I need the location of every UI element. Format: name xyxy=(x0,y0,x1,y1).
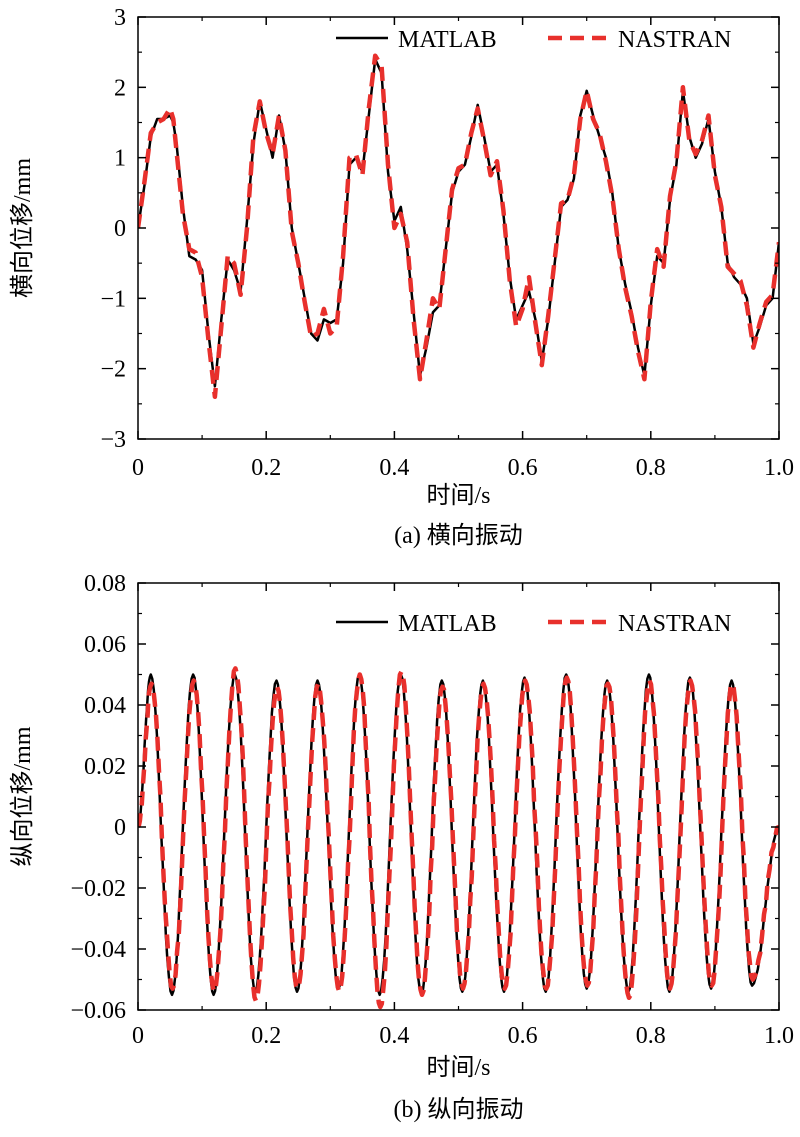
x-tick-label: 0.2 xyxy=(251,1023,281,1049)
x-tick-label: 0.4 xyxy=(379,455,409,481)
y-tick-label: 2 xyxy=(114,75,126,101)
y-tick-label: −0.06 xyxy=(70,998,126,1024)
panel-a-lateral-vibration: 0 0.2 0.4 0.6 0.8 1.0 3 2 1 0 −1 −2 −3 MATLAB NASTRA… xyxy=(9,5,794,549)
x-tick-label: 0 xyxy=(132,1023,144,1049)
y-tick-label: −0.04 xyxy=(70,937,126,963)
x-tick-label: 0.6 xyxy=(508,1023,538,1049)
x-tick-label: 0.6 xyxy=(508,455,538,481)
y-tick-label: 0.08 xyxy=(84,571,126,597)
x-tick-label: 0.4 xyxy=(379,1023,409,1049)
y-tick-label: 0 xyxy=(114,216,126,242)
y-tick-label: 3 xyxy=(114,5,126,31)
panel-a-series-layer xyxy=(138,53,779,400)
panel-b-y-axis-title: 纵向位移/mm xyxy=(9,726,36,866)
panel-b-series-nastran-line xyxy=(138,666,779,1010)
y-tick-label: 0.02 xyxy=(84,754,126,780)
x-tick-label: 0.8 xyxy=(636,1023,666,1049)
panel-a-x-axis-title: 时间/s xyxy=(426,482,490,509)
y-tick-label: −2 xyxy=(100,357,126,383)
y-tick-label: 1 xyxy=(114,146,126,172)
panel-b-longitudinal-vibration: 0 0.2 0.4 0.6 0.8 1.0 0.08 0.06 0.04 0.02 0 −0.02 −0… xyxy=(9,571,794,1123)
x-tick-label: 1.0 xyxy=(764,1023,794,1049)
panel-a-legend-matlab-label: MATLAB xyxy=(398,27,497,53)
panel-b-ticks: 0 0.2 0.4 0.6 0.8 1.0 0.08 0.06 0.04 0.02 0 −0.02 −0… xyxy=(70,571,794,1049)
x-tick-label: 0 xyxy=(132,455,144,481)
y-tick-label: 0.06 xyxy=(84,632,126,658)
panel-b-caption: (b) 纵向振动 xyxy=(394,1096,524,1123)
panel-a-ticks: 0 0.2 0.4 0.6 0.8 1.0 3 2 1 0 −1 −2 −3 xyxy=(100,5,794,481)
y-tick-label: −1 xyxy=(100,286,126,312)
panel-a-y-axis-title: 横向位移/mm xyxy=(9,158,36,298)
panel-a-caption: (a) 横向振动 xyxy=(394,522,523,549)
panel-a-series-nastran-line xyxy=(138,53,779,400)
panel-b-series-layer xyxy=(138,666,779,1010)
y-tick-label: −3 xyxy=(100,427,126,453)
panel-b-legend-nastran-label: NASTRAN xyxy=(618,611,731,637)
y-tick-label: 0 xyxy=(114,815,126,841)
panel-a-legend: MATLAB NASTRAN xyxy=(336,27,731,53)
panel-a-plot-frame xyxy=(137,16,780,440)
y-tick-label: −0.02 xyxy=(70,876,126,902)
y-tick-label: 0.04 xyxy=(84,693,126,719)
panel-b-legend: MATLAB NASTRAN xyxy=(336,611,731,637)
panel-b-legend-matlab-label: MATLAB xyxy=(398,611,497,637)
panel-a-legend-nastran-label: NASTRAN xyxy=(618,27,731,53)
x-tick-label: 1.0 xyxy=(764,455,794,481)
panel-b-x-axis-title: 时间/s xyxy=(426,1054,490,1081)
x-tick-label: 0.2 xyxy=(251,455,281,481)
x-tick-label: 0.8 xyxy=(636,455,666,481)
